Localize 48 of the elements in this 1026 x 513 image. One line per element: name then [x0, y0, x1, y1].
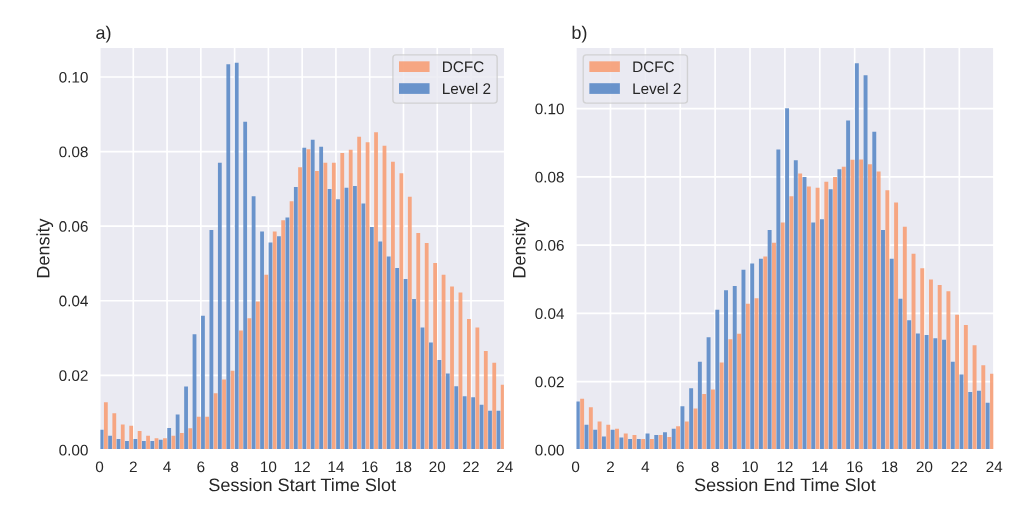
x-axis-title: Session End Time Slot — [694, 478, 876, 492]
y-tick-label: 0.02 — [535, 376, 564, 388]
y-tick-label: 0.06 — [59, 221, 88, 232]
legend-label: DCFC — [633, 61, 674, 73]
x-tick-label: 22 — [951, 461, 968, 473]
x-tick-label: 8 — [231, 461, 239, 473]
x-tick-label: 0 — [571, 461, 580, 473]
x-tick-label: 22 — [463, 461, 479, 473]
legend-label: Level 2 — [443, 82, 491, 95]
x-tick-label: 20 — [429, 461, 446, 473]
y-tick-label: 0.10 — [535, 103, 564, 115]
x-tick-label: 10 — [261, 461, 277, 473]
x-tick-label: 20 — [916, 461, 933, 473]
x-tick-label: 2 — [129, 461, 137, 473]
x-tick-label: 24 — [497, 461, 513, 473]
chart-title: a) — [96, 25, 111, 43]
x-tick-label: 10 — [742, 461, 758, 473]
legend-label: DCFC — [443, 61, 484, 73]
y-tick-label: 0.08 — [535, 171, 564, 183]
x-tick-label: 2 — [606, 461, 614, 473]
x-tick-label: 14 — [812, 461, 828, 473]
y-tick-label: 0.04 — [59, 295, 88, 307]
y-tick-label: 0.02 — [59, 370, 88, 382]
y-axis-title: Density — [36, 218, 54, 278]
legend-label: Level 2 — [633, 82, 681, 95]
y-tick-label: 0.00 — [535, 444, 564, 456]
x-tick-label: 12 — [294, 461, 310, 473]
y-tick-label: 0.00 — [59, 444, 88, 456]
x-tick-label: 14 — [328, 461, 344, 473]
x-tick-label: 18 — [396, 461, 412, 473]
x-tick-label: 6 — [676, 461, 684, 473]
x-tick-label: 6 — [197, 461, 205, 473]
x-tick-label: 0 — [95, 461, 104, 473]
y-tick-label: 0.04 — [535, 308, 565, 320]
y-axis-title: Density — [512, 218, 530, 278]
x-axis-title: Session Start Time Slot — [209, 478, 396, 492]
x-tick-label: 16 — [362, 461, 378, 473]
x-tick-label: 4 — [641, 461, 650, 473]
x-tick-label: 12 — [777, 461, 793, 473]
x-tick-label: 16 — [847, 461, 863, 473]
chart-title: b) — [572, 25, 587, 43]
x-tick-label: 18 — [882, 461, 898, 473]
x-tick-label: 24 — [986, 461, 1003, 473]
y-tick-label: 0.06 — [535, 240, 564, 251]
y-tick-label: 0.10 — [59, 71, 88, 83]
y-tick-label: 0.08 — [59, 146, 88, 158]
x-tick-label: 4 — [163, 461, 171, 473]
x-tick-label: 8 — [711, 461, 719, 473]
